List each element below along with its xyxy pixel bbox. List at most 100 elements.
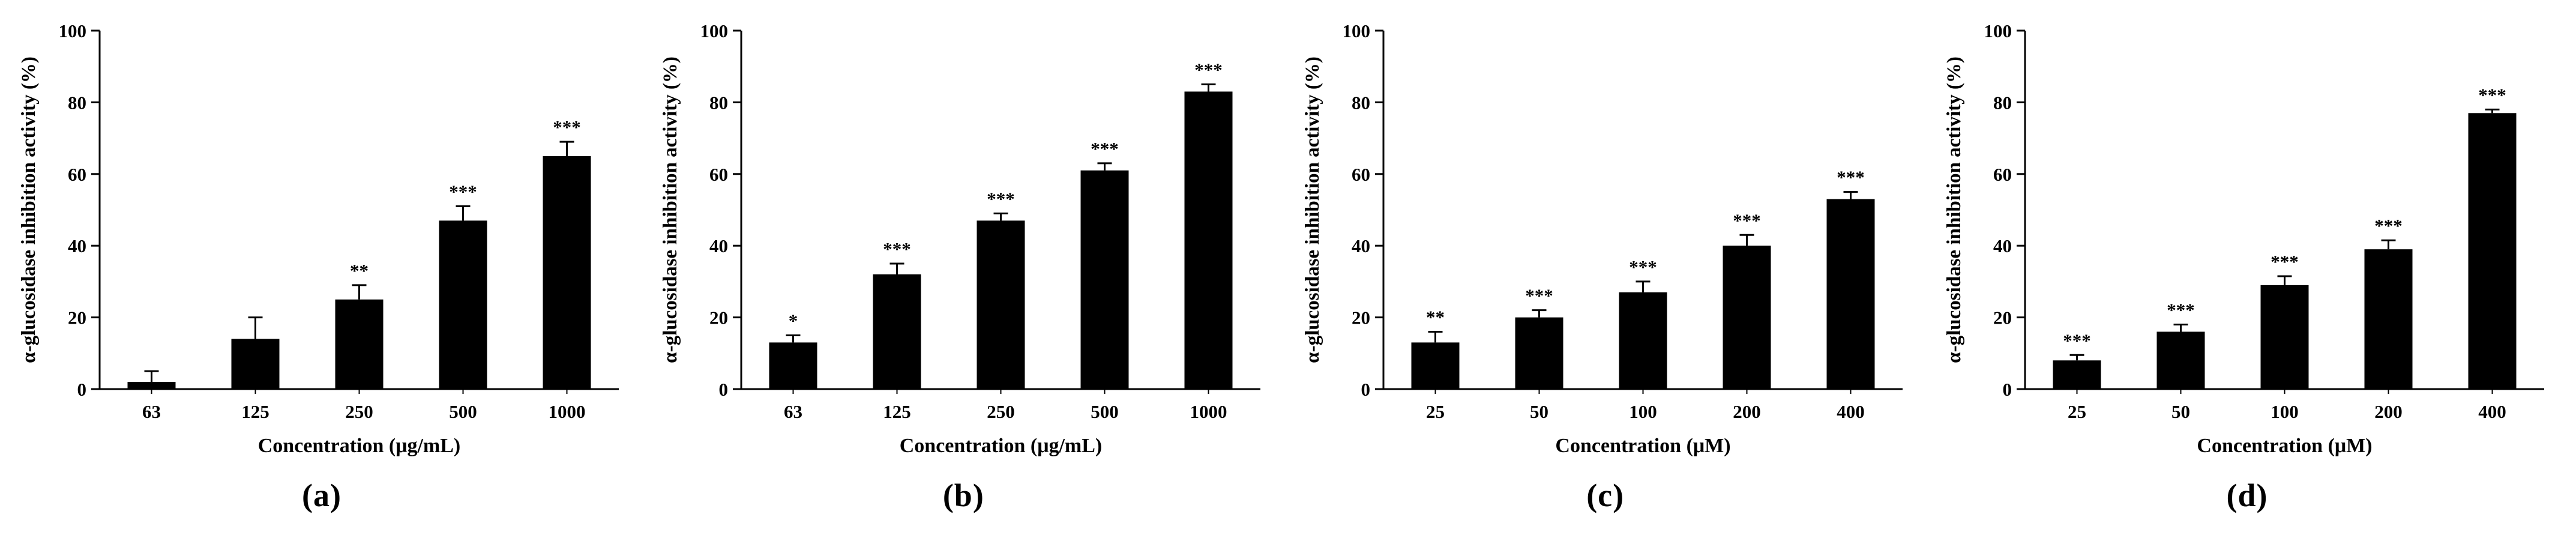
x-tick-label: 400 — [1837, 401, 1865, 422]
y-tick-label: 20 — [68, 307, 86, 328]
y-tick-label: 60 — [1993, 164, 2012, 185]
significance-marker: *** — [553, 116, 581, 138]
x-tick-label: 250 — [987, 401, 1016, 422]
x-axis-title: Concentration (μg/mL) — [900, 435, 1103, 457]
y-tick-label: 100 — [1984, 20, 2012, 41]
panel-label-c: (c) — [1586, 477, 1625, 513]
bar — [335, 299, 384, 389]
significance-marker: *** — [883, 238, 912, 259]
y-tick-label: 40 — [709, 235, 728, 256]
x-tick-label: 1000 — [549, 401, 586, 422]
significance-marker: * — [789, 310, 798, 331]
y-axis-title: α-glucosidase inhibition activity (%) — [18, 56, 40, 363]
panel-label-a: (a) — [302, 477, 342, 513]
x-axis-title: Concentration (μM) — [2197, 435, 2372, 457]
y-tick-label: 40 — [1993, 235, 2012, 256]
x-tick-label: 25 — [1426, 401, 1445, 422]
y-tick-label: 40 — [68, 235, 86, 256]
significance-marker: *** — [1837, 167, 1865, 188]
y-tick-label: 80 — [1993, 92, 2012, 113]
y-tick-label: 20 — [709, 307, 728, 328]
x-axis-title: Concentration (μg/mL) — [258, 435, 461, 457]
y-tick-label: 80 — [1352, 92, 1370, 113]
bar — [127, 382, 176, 389]
y-tick-label: 0 — [1361, 379, 1370, 400]
bar — [1080, 170, 1129, 389]
y-tick-label: 100 — [59, 20, 87, 41]
x-tick-label: 63 — [142, 401, 161, 422]
x-tick-label: 250 — [345, 401, 373, 422]
y-tick-label: 80 — [68, 92, 86, 113]
y-tick-label: 100 — [700, 20, 729, 41]
chart-panel-d: 0 20 40 60 80 100 *** 25 *** 50 *** 100 *** 200 *** 400… — [1929, 4, 2565, 514]
chart-panel-a: 0 20 40 60 80 100 63 125 ** 250 *** 500 *** 1000 Conce… — [4, 4, 640, 514]
bar — [1826, 199, 1875, 389]
x-tick-label: 400 — [2478, 401, 2506, 422]
significance-marker: *** — [2374, 215, 2403, 236]
y-tick-label: 60 — [68, 164, 86, 185]
y-tick-label: 0 — [719, 379, 729, 400]
significance-marker: *** — [1091, 138, 1119, 159]
significance-marker: *** — [987, 188, 1016, 209]
x-tick-label: 50 — [1530, 401, 1548, 422]
y-tick-label: 20 — [1352, 307, 1370, 328]
x-tick-label: 25 — [2068, 401, 2086, 422]
bar — [543, 156, 591, 389]
bar — [2156, 331, 2205, 389]
x-axis-title: Concentration (μM) — [1555, 435, 1730, 457]
bar — [2260, 285, 2309, 389]
y-axis-title: α-glucosidase inhibition activity (%) — [1302, 56, 1323, 363]
significance-marker: *** — [2271, 251, 2299, 272]
y-tick-label: 20 — [1993, 307, 2012, 328]
x-tick-label: 125 — [241, 401, 269, 422]
bar — [231, 339, 280, 389]
bar — [439, 220, 487, 389]
chart-panel-c: 0 20 40 60 80 100 ** 25 *** 50 *** 100 *** 200 *** 400 C… — [1287, 4, 1924, 514]
panel-label-b: (b) — [942, 477, 984, 513]
significance-marker: ** — [1426, 306, 1445, 327]
bar — [873, 274, 921, 389]
y-tick-label: 60 — [709, 164, 728, 185]
x-tick-label: 1000 — [1190, 401, 1227, 422]
y-tick-label: 100 — [1342, 20, 1370, 41]
x-tick-label: 200 — [2374, 401, 2403, 422]
bar — [2053, 360, 2101, 389]
y-tick-label: 40 — [1352, 235, 1370, 256]
bar — [1411, 342, 1460, 389]
bar — [1723, 246, 1771, 389]
chart-canvas-d: 0 20 40 60 80 100 *** 25 *** 50 *** 100 *** 200 *** 400… — [1943, 20, 2544, 457]
y-axis-title: α-glucosidase inhibition activity (%) — [660, 56, 681, 363]
y-tick-label: 0 — [77, 379, 87, 400]
significance-marker: *** — [1629, 256, 1657, 277]
panel-label-d: (d) — [2226, 477, 2268, 513]
significance-marker: ** — [350, 260, 369, 281]
x-tick-label: 500 — [449, 401, 477, 422]
bar — [2364, 249, 2413, 389]
significance-marker: *** — [2063, 330, 2091, 351]
y-axis-title: α-glucosidase inhibition activity (%) — [1943, 56, 1965, 363]
significance-marker: *** — [2167, 300, 2195, 321]
y-tick-label: 60 — [1352, 164, 1370, 185]
significance-marker: *** — [1733, 210, 1761, 231]
bar — [1619, 292, 1667, 389]
bar — [2468, 113, 2517, 389]
x-tick-label: 100 — [1629, 401, 1657, 422]
x-tick-label: 200 — [1733, 401, 1761, 422]
bar — [1515, 317, 1563, 389]
bar — [977, 220, 1025, 389]
y-tick-label: 0 — [2002, 379, 2012, 400]
chart-canvas-b: 0 20 40 60 80 100 * 63 *** 125 *** 250 *** 500 *** 1000… — [660, 20, 1261, 457]
x-tick-label: 63 — [784, 401, 802, 422]
y-tick-label: 80 — [709, 92, 728, 113]
chart-canvas-a: 0 20 40 60 80 100 63 125 ** 250 *** 500 *** 1000 Conce… — [18, 20, 619, 457]
significance-marker: *** — [1195, 59, 1223, 80]
significance-marker: *** — [1525, 285, 1553, 306]
significance-marker: *** — [2478, 84, 2506, 105]
x-tick-label: 50 — [2171, 401, 2190, 422]
chart-canvas-c: 0 20 40 60 80 100 ** 25 *** 50 *** 100 *** 200 *** 400 C… — [1302, 20, 1903, 457]
x-tick-label: 100 — [2271, 401, 2299, 422]
x-tick-label: 125 — [883, 401, 912, 422]
significance-marker: *** — [449, 181, 477, 202]
bar — [1184, 91, 1233, 390]
